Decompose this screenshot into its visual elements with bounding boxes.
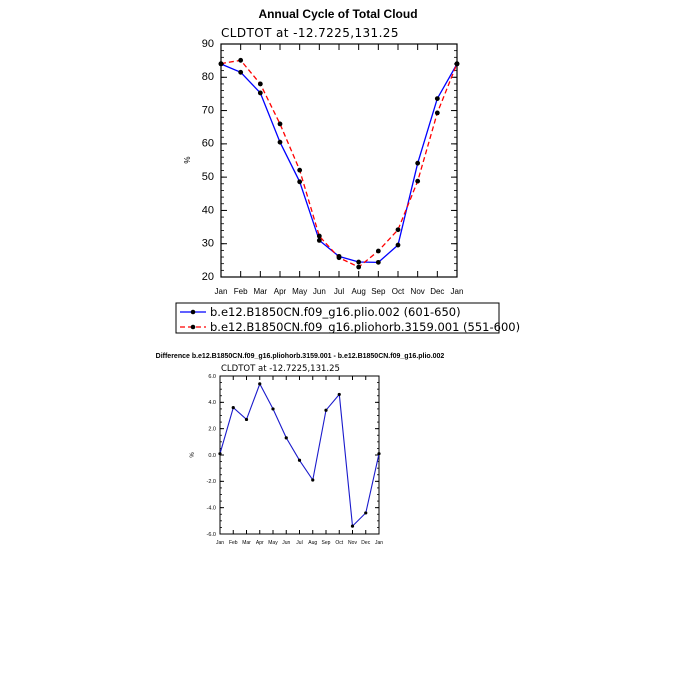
y-axis-label: % [190,452,196,458]
y-tick-label: -6.0 [207,532,216,538]
data-point [316,237,322,243]
series-line [220,59,458,268]
chart-subtitle: CLDTOT at -12.7225,131.25 [221,26,399,40]
x-tick-label: May [292,287,307,296]
y-tick-label: 70 [202,104,214,116]
data-point [454,61,460,67]
data-point [297,458,302,462]
y-tick-label: 60 [202,138,214,150]
chart-legend: b.e12.B1850CN.f09_g16.plio.002 (601-650)… [175,302,520,334]
data-point [415,178,421,184]
data-point [244,417,249,422]
y-tick-label: 50 [202,171,214,183]
x-tick-label: Sep [371,287,386,296]
data-point [218,61,224,67]
y-tick-label: 0.0 [208,453,216,459]
data-point [336,255,342,261]
data-point [277,139,283,145]
x-tick-label: Oct [392,287,405,296]
legend-entry: b.e12.B1850CN.f09_g16.plio.002 (601-650) [180,305,461,319]
data-point [434,110,440,116]
x-tick-label: Jun [282,540,290,546]
y-tick-label: 6.0 [208,374,216,380]
data-point [364,511,368,515]
y-tick-label: -2.0 [207,479,216,485]
legend-entry: b.e12.B1850CN.f09_g16.pliohorb.3159.001 … [180,320,520,334]
series-line [219,382,380,528]
data-point [324,408,328,412]
y-tick-label: 20 [202,271,214,283]
x-tick-label: Aug [308,540,317,546]
x-tick-label: Nov [348,540,357,546]
x-tick-label: Mar [242,540,251,546]
data-point [284,436,288,440]
data-point [377,452,381,456]
y-tick-label: 4.0 [208,400,216,406]
x-tick-label: Oct [335,540,343,546]
data-point [231,406,235,410]
x-tick-label: Feb [229,540,238,546]
series-line [220,63,458,264]
data-point [337,392,341,397]
data-point [375,259,381,265]
data-point [238,57,244,63]
legend-label: b.e12.B1850CN.f09_g16.pliohorb.3159.001 … [210,320,520,334]
data-point [258,382,262,386]
legend-box [175,302,500,334]
x-tick-label: Sep [322,540,331,546]
legend-marker [190,324,196,330]
data-point [350,524,355,528]
y-tick-label: 90 [202,38,214,50]
x-tick-label: Jun [313,287,326,296]
plot-frame [219,375,380,535]
x-tick-label: Apr [256,540,264,546]
data-point [271,407,275,411]
main-title: Annual Cycle of Total Cloud [258,7,417,21]
data-point [356,259,362,265]
data-point [311,478,315,482]
cloud-cycle-chart: CLDTOT at -12.7225,131.25 Jan Feb Mar Apr Ma… [183,26,463,296]
difference-title: Difference b.e12.B1850CN.f09_g16.pliohor… [156,353,445,360]
x-tick-label: Jul [296,540,302,546]
data-point [297,179,303,185]
y-tick-label: 80 [202,71,214,83]
chart-subtitle: CLDTOT at -12.7225,131.25 [221,364,340,374]
data-point [277,121,283,127]
x-tick-label: May [268,540,278,546]
data-point [238,69,244,75]
y-tick-label: 2.0 [208,426,216,432]
x-tick-label: Apr [274,287,287,296]
data-point [218,452,222,456]
data-point [415,160,421,166]
x-tick-label: Feb [234,287,248,296]
data-point [434,96,440,101]
y-axis-label: % [183,156,192,163]
x-tick-label: Jan [216,540,224,546]
x-tick-label: Jan [215,287,228,296]
data-point [356,264,362,270]
y-tick-label: 30 [202,238,214,250]
x-tick-label: Aug [352,287,366,296]
difference-chart: CLDTOT at -12.7225,131.25 Jan Feb Mar Apr Ma… [190,364,383,546]
data-point [297,167,303,173]
legend-marker [190,309,196,315]
y-tick-label: -4.0 [207,505,216,511]
data-point [395,242,401,248]
data-point [257,81,263,87]
x-tick-label: Jan [375,540,383,546]
data-point [257,90,263,96]
y-tick-label: 40 [202,204,214,216]
x-tick-label: Mar [253,287,267,296]
x-tick-label: Jan [451,287,464,296]
x-tick-label: Jul [334,287,344,296]
x-tick-label: Nov [411,287,425,296]
x-tick-label: Dec [430,287,444,296]
x-tick-label: Dec [361,540,370,546]
data-point [316,233,322,239]
data-point [395,227,401,233]
data-point [375,248,381,254]
legend-label: b.e12.B1850CN.f09_g16.plio.002 (601-650) [210,305,461,319]
